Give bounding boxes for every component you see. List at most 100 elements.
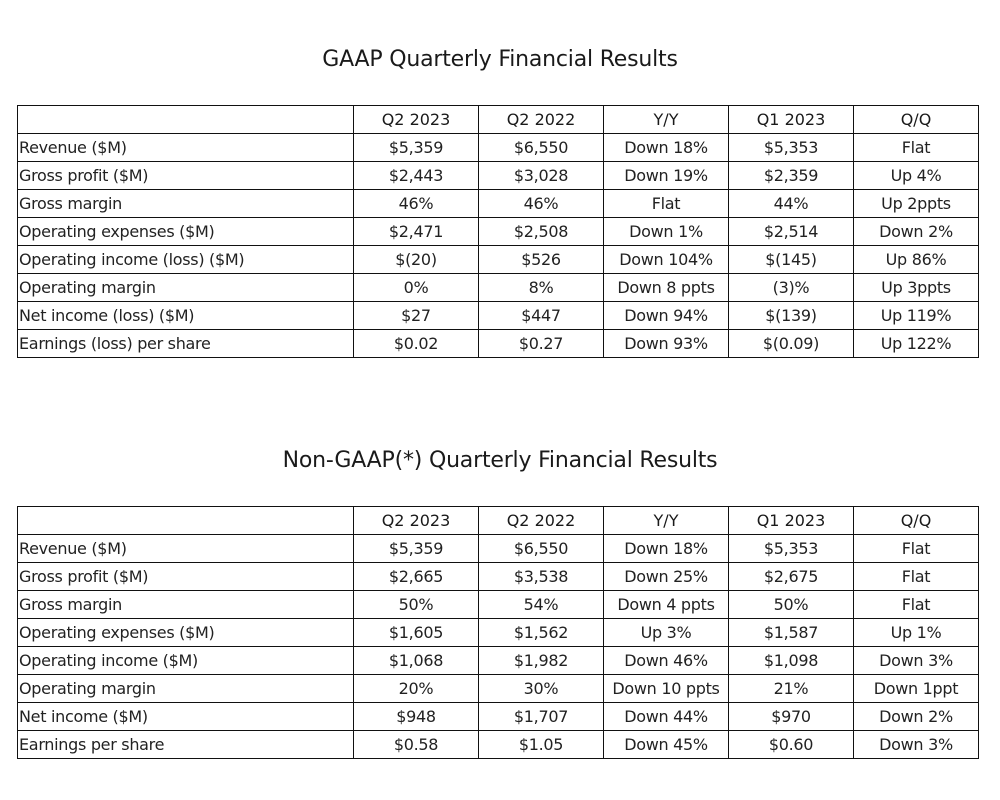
table-row: Revenue ($M) $5,359 $6,550 Down 18% $5,353 Fl… <box>17 534 979 563</box>
table-row: Operating income ($M) $1,068 $1,982 Down 46… <box>17 646 979 675</box>
nongaap-results-table: Q2 2023 Q2 2022 Y/Y Q1 2023 Q/Q Revenue ($M)… <box>17 506 979 759</box>
cell-yy: Down 93% <box>603 329 729 358</box>
column-header-q2-2023: Q2 2023 <box>353 105 479 134</box>
cell-q2-2023: 0% <box>353 273 479 302</box>
cell-q2-2022: $1.05 <box>478 730 604 759</box>
cell-q2-2023: 50% <box>353 590 479 619</box>
cell-q2-2022: $1,707 <box>478 702 604 731</box>
cell-yy: Up 3% <box>603 618 729 647</box>
row-label: Gross margin <box>17 189 354 218</box>
cell-qq: Up 86% <box>853 245 979 274</box>
cell-q2-2022: 30% <box>478 674 604 703</box>
cell-q1-2023: $2,675 <box>728 562 854 591</box>
column-header-label <box>17 105 354 134</box>
cell-yy: Down 18% <box>603 534 729 563</box>
cell-qq: Up 119% <box>853 301 979 330</box>
row-label: Net income (loss) ($M) <box>17 301 354 330</box>
table-row: Gross profit ($M) $2,443 $3,028 Down 19% $2,… <box>17 161 979 190</box>
cell-q2-2022: $6,550 <box>478 534 604 563</box>
cell-q1-2023: $(139) <box>728 301 854 330</box>
table-row: Revenue ($M) $5,359 $6,550 Down 18% $5,353 Fl… <box>17 133 979 162</box>
cell-qq: Up 1% <box>853 618 979 647</box>
cell-q1-2023: $(0.09) <box>728 329 854 358</box>
cell-qq: Down 2% <box>853 702 979 731</box>
cell-qq: Up 2ppts <box>853 189 979 218</box>
cell-qq: Down 2% <box>853 217 979 246</box>
table-row: Gross profit ($M) $2,665 $3,538 Down 25% $2,… <box>17 562 979 591</box>
cell-yy: Down 45% <box>603 730 729 759</box>
cell-q2-2023: $948 <box>353 702 479 731</box>
column-header-q2-2022: Q2 2022 <box>478 105 604 134</box>
cell-q2-2022: $526 <box>478 245 604 274</box>
cell-q1-2023: $5,353 <box>728 133 854 162</box>
table-row: Net income (loss) ($M) $27 $447 Down 94% $(1… <box>17 301 979 330</box>
table-row: Operating expenses ($M) $1,605 $1,562 Up 3%… <box>17 618 979 647</box>
cell-q1-2023: $970 <box>728 702 854 731</box>
cell-qq: Up 122% <box>853 329 979 358</box>
cell-yy: Down 94% <box>603 301 729 330</box>
cell-q2-2022: $0.27 <box>478 329 604 358</box>
column-header-q1-2023: Q1 2023 <box>728 506 854 535</box>
row-label: Operating margin <box>17 674 354 703</box>
cell-q2-2022: 46% <box>478 189 604 218</box>
cell-q1-2023: $1,587 <box>728 618 854 647</box>
cell-q2-2022: $1,562 <box>478 618 604 647</box>
cell-q1-2023: $0.60 <box>728 730 854 759</box>
table-row: Operating income (loss) ($M) $(20) $526 Dow… <box>17 245 979 274</box>
row-label: Gross profit ($M) <box>17 562 354 591</box>
column-header-yy: Y/Y <box>603 506 729 535</box>
cell-q2-2022: $3,538 <box>478 562 604 591</box>
cell-q2-2022: $1,982 <box>478 646 604 675</box>
cell-q1-2023: $2,514 <box>728 217 854 246</box>
row-label: Revenue ($M) <box>17 133 354 162</box>
cell-q2-2022: 54% <box>478 590 604 619</box>
table-row: Gross margin 46% 46% Flat 44% Up 2ppts <box>17 189 979 218</box>
cell-q1-2023: $1,098 <box>728 646 854 675</box>
row-label: Operating income ($M) <box>17 646 354 675</box>
cell-q2-2023: 20% <box>353 674 479 703</box>
cell-q1-2023: 50% <box>728 590 854 619</box>
cell-q2-2023: $27 <box>353 301 479 330</box>
column-header-yy: Y/Y <box>603 105 729 134</box>
cell-q2-2023: $5,359 <box>353 534 479 563</box>
cell-q2-2022: $447 <box>478 301 604 330</box>
table-header-row: Q2 2023 Q2 2022 Y/Y Q1 2023 Q/Q <box>17 506 979 535</box>
cell-yy: Down 10 ppts <box>603 674 729 703</box>
cell-qq: Down 1ppt <box>853 674 979 703</box>
row-label: Gross margin <box>17 590 354 619</box>
cell-q2-2023: $0.02 <box>353 329 479 358</box>
cell-yy: Down 19% <box>603 161 729 190</box>
cell-q2-2023: $2,665 <box>353 562 479 591</box>
row-label: Operating income (loss) ($M) <box>17 245 354 274</box>
table-row: Operating margin 20% 30% Down 10 ppts 21% Dow… <box>17 674 979 703</box>
cell-q1-2023: $2,359 <box>728 161 854 190</box>
cell-yy: Down 8 ppts <box>603 273 729 302</box>
table-row: Gross margin 50% 54% Down 4 ppts 50% Flat <box>17 590 979 619</box>
row-label: Net income ($M) <box>17 702 354 731</box>
row-label: Operating expenses ($M) <box>17 618 354 647</box>
table-row: Net income ($M) $948 $1,707 Down 44% $970 Dow… <box>17 702 979 731</box>
cell-qq: Flat <box>853 562 979 591</box>
column-header-q2-2023: Q2 2023 <box>353 506 479 535</box>
cell-yy: Down 25% <box>603 562 729 591</box>
table-row: Earnings (loss) per share $0.02 $0.27 Down … <box>17 329 979 358</box>
row-label: Operating expenses ($M) <box>17 217 354 246</box>
cell-yy: Down 104% <box>603 245 729 274</box>
cell-q1-2023: 21% <box>728 674 854 703</box>
row-label: Operating margin <box>17 273 354 302</box>
cell-q2-2023: $(20) <box>353 245 479 274</box>
cell-qq: Down 3% <box>853 646 979 675</box>
cell-yy: Flat <box>603 189 729 218</box>
cell-yy: Down 1% <box>603 217 729 246</box>
cell-yy: Down 46% <box>603 646 729 675</box>
cell-q2-2022: $6,550 <box>478 133 604 162</box>
cell-q2-2023: $0.58 <box>353 730 479 759</box>
cell-q1-2023: $(145) <box>728 245 854 274</box>
column-header-qq: Q/Q <box>853 506 979 535</box>
table-row: Operating margin 0% 8% Down 8 ppts (3)% Up 3p… <box>17 273 979 302</box>
cell-q2-2022: 8% <box>478 273 604 302</box>
cell-qq: Flat <box>853 133 979 162</box>
row-label: Earnings per share <box>17 730 354 759</box>
row-label: Earnings (loss) per share <box>17 329 354 358</box>
table-row: Earnings per share $0.58 $1.05 Down 45% $0.6… <box>17 730 979 759</box>
